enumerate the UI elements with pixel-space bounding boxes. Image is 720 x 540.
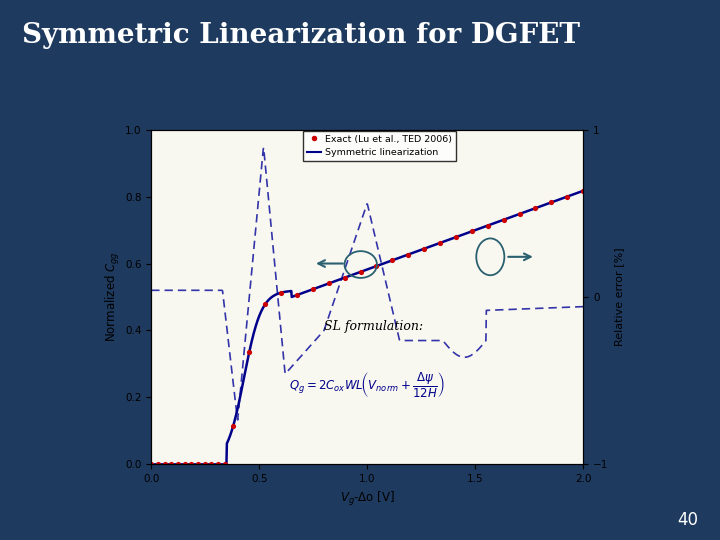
Point [530,204,541,212]
X-axis label: $V_g$-Δo [V]: $V_g$-Δo [V] [340,490,395,508]
Text: SL formulation:: SL formulation: [324,320,423,334]
Y-axis label: Relative error [%]: Relative error [%] [614,248,624,346]
Point [466,227,477,235]
Text: $Q_g = 2C_{ox}WL\!\left(V_{norm} + \dfrac{\Delta\psi}{12H}\right)$: $Q_g = 2C_{ox}WL\!\left(V_{norm} + \dfra… [289,371,446,400]
Point [402,250,414,259]
Point [172,460,184,469]
Legend: Exact (Lu et al., TED 2006), Symmetric linearization: Exact (Lu et al., TED 2006), Symmetric l… [303,131,456,161]
Point [243,348,255,357]
Point [307,285,318,294]
Point [145,460,157,469]
Point [434,239,446,247]
Point [166,460,177,469]
Point [291,291,302,299]
Point [498,215,510,224]
Point [159,460,171,469]
Point [482,221,493,230]
Point [219,460,230,469]
Point [387,256,398,265]
Point [371,262,382,271]
Point [179,460,190,469]
Point [152,460,163,469]
Text: Symmetric Linearization for DGFET: Symmetric Linearization for DGFET [22,22,580,49]
Point [192,460,204,469]
Point [186,460,197,469]
Point [450,233,462,241]
Point [199,460,210,469]
Point [418,245,430,253]
Point [228,421,239,430]
Text: 40: 40 [678,511,698,529]
Point [514,210,526,218]
Point [562,192,573,201]
Point [259,300,271,309]
Point [339,273,351,282]
Point [577,186,589,195]
Point [275,288,287,297]
Point [546,198,557,207]
Point [205,460,217,469]
Point [355,268,366,276]
Point [212,460,224,469]
Y-axis label: Normalized $C_{gg}$: Normalized $C_{gg}$ [104,252,122,342]
Point [323,279,335,288]
